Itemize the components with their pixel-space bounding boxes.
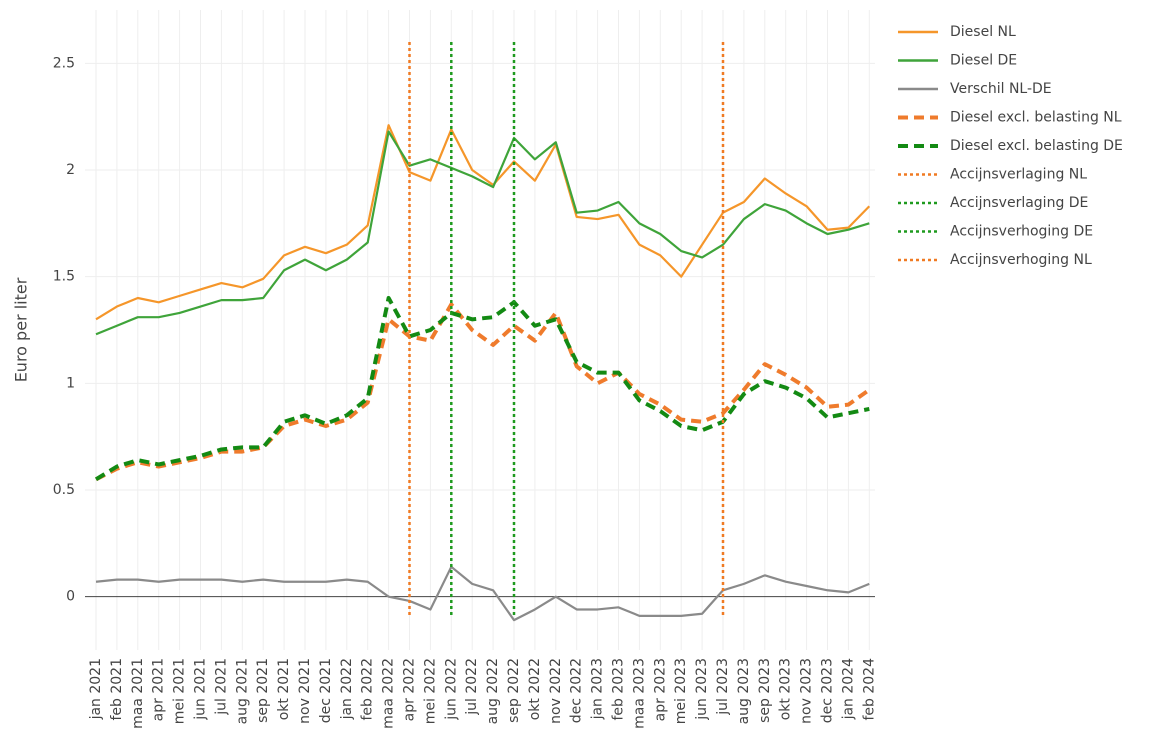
x-tick-label: feb 2024 xyxy=(861,658,877,721)
y-tick-label: 2 xyxy=(66,162,75,178)
legend-label: Diesel excl. belasting NL xyxy=(950,110,1122,126)
x-tick-label: jul 2021 xyxy=(213,658,229,716)
x-tick-label: jul 2023 xyxy=(715,658,731,716)
legend-label: Diesel DE xyxy=(950,53,1017,69)
x-tick-label: maa 2021 xyxy=(130,658,146,729)
legend-label: Accijnsverhoging NL xyxy=(950,252,1092,268)
x-tick-label: apr 2023 xyxy=(652,658,668,721)
x-tick-label: dec 2021 xyxy=(318,658,334,723)
legend-label: Diesel excl. belasting DE xyxy=(950,138,1123,154)
x-tick-label: nov 2022 xyxy=(548,658,564,724)
x-tick-label: feb 2021 xyxy=(109,658,125,721)
data-line xyxy=(94,296,870,482)
x-tick-label: jun 2022 xyxy=(443,658,459,721)
x-tick-label: apr 2022 xyxy=(402,658,418,721)
x-tick-label: maa 2022 xyxy=(381,658,397,729)
x-tick-label: jul 2022 xyxy=(464,658,480,716)
y-tick-label: 0 xyxy=(66,589,75,605)
x-tick-label: sep 2022 xyxy=(506,658,522,723)
legend-label: Accijnsverlaging DE xyxy=(950,195,1088,211)
y-tick-label: 2.5 xyxy=(53,55,75,71)
y-axis-title: Euro per liter xyxy=(12,277,31,382)
y-tick-label: 1 xyxy=(66,375,75,391)
data-line xyxy=(95,124,871,321)
x-tick-label: maa 2023 xyxy=(631,658,647,729)
x-tick-label: jan 2022 xyxy=(339,658,355,720)
x-tick-label: aug 2023 xyxy=(736,658,752,724)
x-tick-label: nov 2023 xyxy=(799,658,815,724)
x-tick-label: aug 2021 xyxy=(234,658,250,724)
x-tick-label: sep 2023 xyxy=(757,658,773,723)
x-tick-label: jun 2023 xyxy=(694,658,710,721)
x-tick-label: jan 2021 xyxy=(88,658,104,720)
x-tick-label: jan 2024 xyxy=(840,658,856,721)
y-tick-label: 0.5 xyxy=(53,482,75,498)
x-tick-label: jan 2023 xyxy=(590,658,606,720)
legend-label: Accijnsverlaging NL xyxy=(950,167,1087,183)
data-line xyxy=(95,130,870,336)
legend-label: Accijnsverhoging DE xyxy=(950,224,1093,240)
x-tick-label: sep 2021 xyxy=(255,658,271,723)
data-line xyxy=(95,302,871,482)
x-tick-label: mei 2022 xyxy=(422,658,438,724)
data-line xyxy=(95,565,870,622)
x-tick-label: mei 2021 xyxy=(172,658,188,724)
legend-label: Diesel NL xyxy=(950,24,1016,40)
x-tick-label: feb 2023 xyxy=(611,658,627,721)
x-tick-label: feb 2022 xyxy=(360,658,376,721)
x-tick-label: nov 2021 xyxy=(297,658,313,724)
legend-label: Verschil NL-DE xyxy=(950,81,1052,97)
x-tick-label: dec 2023 xyxy=(820,658,836,723)
x-tick-label: okt 2021 xyxy=(276,658,292,720)
x-tick-label: jun 2021 xyxy=(193,658,209,721)
x-tick-label: aug 2022 xyxy=(485,658,501,724)
x-tick-label: apr 2021 xyxy=(151,658,167,721)
x-tick-label: okt 2023 xyxy=(778,658,794,720)
y-tick-label: 1.5 xyxy=(53,269,75,285)
x-tick-label: dec 2022 xyxy=(569,658,585,723)
x-tick-label: okt 2022 xyxy=(527,658,543,720)
x-tick-label: mei 2023 xyxy=(673,658,689,724)
